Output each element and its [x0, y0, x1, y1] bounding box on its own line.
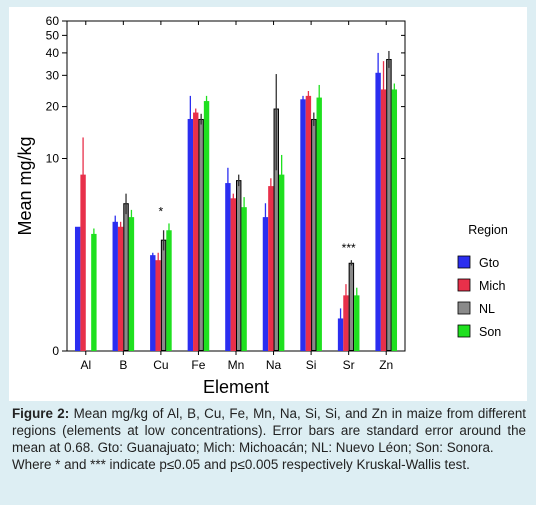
bar-gto	[300, 99, 306, 351]
caption-note: Where * and *** indicate p≤0.05 and p≤0.…	[12, 457, 470, 472]
bar-son	[166, 230, 172, 351]
x-tick-label: Sr	[343, 358, 355, 372]
bar-gto	[225, 183, 231, 351]
bar-gto	[112, 221, 118, 351]
y-tick-label: 50	[46, 28, 60, 42]
y-tick-label: 10	[46, 152, 60, 166]
legend-label-nl: NL	[479, 302, 495, 316]
y-tick-label: 60	[46, 14, 60, 28]
bar-mich	[117, 226, 124, 351]
bar-mich	[80, 174, 86, 351]
caption-text: Mean mg/kg of Al, B, Cu, Fe, Mn, Na, Si,…	[12, 406, 527, 455]
figure-panel: 0 10 20 30 40 50 60 Mean mg/kg Al B Cu Fe Mn Na Si Sr Zn…	[9, 7, 527, 401]
caption-paragraph: Figure 2: Mean mg/kg of Al, B, Cu, Fe, M…	[12, 405, 526, 456]
y-tick-label: 30	[46, 68, 60, 82]
y-tick-label: 0	[52, 344, 59, 358]
bar-gto	[74, 226, 81, 351]
caption-label: Figure 2:	[12, 406, 70, 421]
x-axis-title: Element	[203, 377, 269, 397]
legend-label-gto: Gto	[479, 256, 499, 270]
bar-mich	[268, 186, 274, 351]
x-tick-label: B	[119, 358, 127, 372]
bar-nl	[198, 118, 204, 352]
bar-mich	[380, 89, 387, 352]
bar-gto	[337, 318, 344, 351]
legend-label-son: Son	[479, 325, 501, 339]
bar-gto	[187, 118, 194, 352]
bar-mich	[343, 295, 349, 351]
bar-nl	[386, 58, 392, 351]
significance-marker: ***	[342, 241, 356, 255]
significance-marker: *	[159, 204, 164, 218]
x-tick-label: Mn	[228, 358, 245, 372]
bar-mich	[230, 198, 236, 351]
x-tick-label: Zn	[379, 358, 393, 372]
bar-mich	[155, 260, 161, 351]
bar-nl	[123, 203, 129, 351]
bar-mich	[305, 95, 312, 351]
x-tick-label: Cu	[153, 358, 168, 372]
bar-son	[354, 295, 360, 351]
y-tick-label: 40	[46, 46, 60, 60]
bar-nl	[311, 118, 317, 352]
bar-mich	[193, 112, 199, 352]
bar-son	[241, 207, 247, 351]
bar-gto	[262, 217, 269, 351]
bar-nl	[236, 180, 242, 351]
x-tick-label: Na	[266, 358, 282, 372]
y-tick-label: 20	[46, 100, 60, 114]
bar-nl	[273, 108, 279, 352]
legend-swatch-gto	[457, 255, 471, 269]
bar-nl	[348, 262, 355, 351]
bar-son	[91, 233, 97, 351]
bar-gto	[150, 255, 156, 351]
y-axis-title: Mean mg/kg	[15, 136, 35, 235]
legend-label-mich: Mich	[479, 279, 505, 293]
x-tick-label: Al	[80, 358, 91, 372]
bar-son	[203, 101, 210, 351]
bar-son	[391, 89, 398, 352]
x-tick-label: Si	[306, 358, 317, 372]
bar-gto	[375, 72, 381, 351]
legend-swatch-nl	[457, 301, 471, 315]
figure-caption: Figure 2: Mean mg/kg of Al, B, Cu, Fe, M…	[12, 405, 526, 473]
legend-swatch-mich	[457, 278, 471, 292]
bar-son	[316, 97, 322, 351]
bar-son	[128, 217, 135, 351]
legend-title: Region	[468, 223, 508, 237]
bar-nl	[160, 239, 167, 351]
x-tick-label: Fe	[191, 358, 205, 372]
bar-son	[278, 174, 285, 351]
legend-swatch-son	[457, 324, 471, 338]
